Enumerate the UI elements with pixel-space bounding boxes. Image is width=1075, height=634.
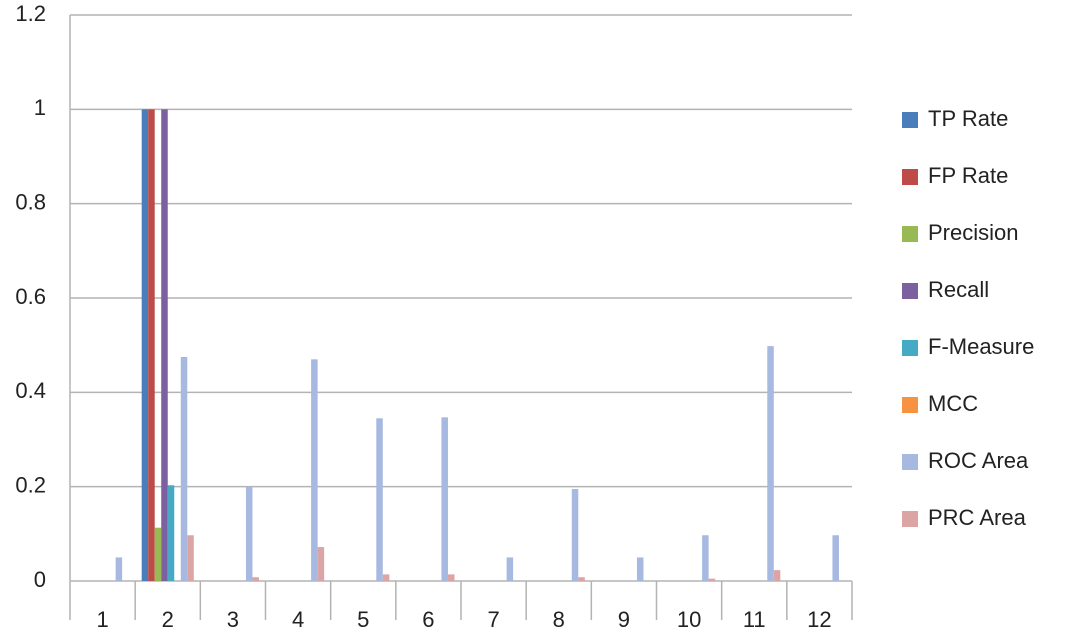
bar	[636, 557, 644, 581]
bar	[506, 557, 514, 581]
legend-swatch	[902, 340, 918, 356]
legend-swatch	[902, 511, 918, 527]
x-tick-label: 12	[807, 607, 831, 632]
bar	[702, 535, 709, 581]
legend-label: Precision	[928, 220, 1018, 245]
bar	[447, 574, 455, 581]
bar	[773, 570, 781, 581]
y-tick-label: 1.2	[15, 1, 46, 26]
bar	[154, 527, 162, 581]
bar	[767, 346, 774, 581]
bar	[161, 109, 168, 581]
bar	[148, 109, 155, 581]
legend-label: PRC Area	[928, 505, 1027, 530]
bar	[832, 535, 839, 581]
x-tick-label: 9	[618, 607, 630, 632]
bar	[187, 535, 194, 581]
bar	[311, 359, 318, 581]
y-tick-label: 0.6	[15, 284, 46, 309]
bar	[382, 574, 390, 581]
legend-swatch	[902, 397, 918, 413]
y-tick-label: 0.2	[15, 472, 46, 497]
bar	[141, 109, 149, 581]
bar	[180, 356, 188, 581]
legend-label: F-Measure	[928, 334, 1034, 359]
legend-label: FP Rate	[928, 163, 1008, 188]
x-tick-label: 1	[96, 607, 108, 632]
legend-swatch	[902, 169, 918, 185]
bar	[578, 577, 585, 581]
x-tick-label: 8	[553, 607, 565, 632]
y-tick-label: 1	[34, 95, 46, 120]
legend-swatch	[902, 112, 918, 128]
bar	[252, 577, 259, 581]
bar	[317, 547, 325, 581]
x-tick-label: 10	[677, 607, 701, 632]
legend-swatch	[902, 283, 918, 299]
bar	[115, 557, 123, 581]
legend-label: TP Rate	[928, 106, 1008, 131]
x-tick-label: 4	[292, 607, 304, 632]
y-tick-label: 0	[34, 567, 46, 592]
legend-swatch	[902, 454, 918, 470]
x-tick-label: 2	[162, 607, 174, 632]
x-tick-label: 7	[487, 607, 499, 632]
x-tick-label: 11	[743, 607, 766, 632]
y-tick-label: 0.8	[15, 189, 46, 214]
bar	[376, 418, 383, 581]
legend-swatch	[902, 226, 918, 242]
bar	[708, 578, 716, 581]
legend-label: Recall	[928, 277, 989, 302]
y-tick-label: 0.4	[15, 378, 46, 403]
x-tick-label: 5	[357, 607, 369, 632]
bar	[441, 417, 448, 581]
bar	[245, 486, 253, 581]
legend-label: ROC Area	[928, 448, 1029, 473]
bar	[167, 485, 175, 581]
legend-label: MCC	[928, 391, 978, 416]
x-tick-label: 6	[422, 607, 434, 632]
x-tick-label: 3	[227, 607, 239, 632]
bar	[571, 489, 579, 581]
